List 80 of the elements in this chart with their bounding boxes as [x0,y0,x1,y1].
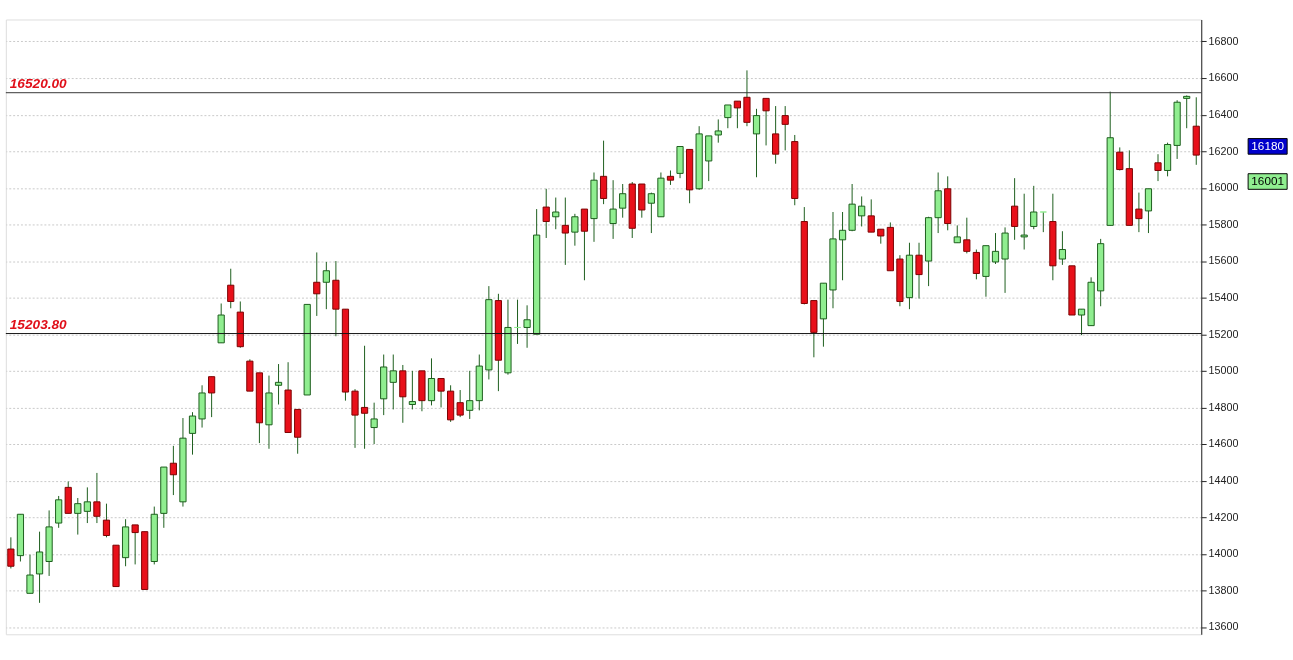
candlestick [724,104,732,129]
candlestick [437,378,445,408]
y-tick-label: 14800 [1208,400,1239,413]
y-tick-label: 15200 [1208,327,1239,340]
candlestick [1011,177,1019,241]
candlestick [523,304,531,349]
candlestick [915,242,923,300]
candlestick [408,370,416,410]
candlestick [93,472,101,524]
candlestick [571,213,579,247]
candlestick [1183,94,1191,129]
candlestick [1077,308,1086,336]
candlestick [370,402,378,445]
candlestick [313,251,321,317]
candlestick [1039,211,1047,233]
candlestick [714,118,722,144]
y-tick-label: 13800 [1208,583,1239,596]
y-tick-label: 16200 [1208,144,1239,157]
y-tick-label: 16800 [1208,34,1239,47]
y-tick-label: 15000 [1208,364,1239,377]
candlestick [733,100,741,129]
candlestick [619,183,627,219]
candlestick [1058,230,1067,266]
candlestick [169,445,177,496]
candlestick [867,198,875,233]
y-tick-label: 14600 [1208,437,1239,450]
y-tick-label: 16000 [1208,181,1239,194]
candlestick [322,261,330,310]
candlestick [858,195,866,227]
candlestick [838,211,847,281]
candlestick [972,249,980,280]
candlestick [55,495,63,529]
candlestick [188,411,197,456]
candlestick [647,192,655,234]
candlestick [466,370,474,420]
candlestick [227,268,235,309]
candlestick [963,217,971,254]
candlestick [389,354,397,410]
candlestick [351,388,359,449]
ref-line-label: 15203.80 [9,316,68,332]
candlestick [580,208,589,281]
candlestick [427,357,436,406]
candlestick [1020,193,1028,251]
candlestick [781,105,789,151]
y-tick-label: 14200 [1208,510,1239,523]
y-tick-label: 16600 [1208,71,1239,84]
candlestick [456,389,464,418]
text: 16180 [1251,139,1285,153]
y-tick-label: 15800 [1208,217,1239,230]
candlestick [1144,188,1153,234]
candlestick [7,536,15,569]
y-tick-label: 14000 [1208,547,1239,560]
y-tick-label: 16400 [1208,108,1239,121]
candlestick [609,179,617,240]
candlestick [102,503,111,538]
candlestick [274,363,283,405]
candlestick [35,531,44,604]
candlestick [1030,185,1038,230]
candlestick [991,232,1000,265]
y-tick-label: 14400 [1208,474,1239,487]
candlestick [208,376,216,418]
y-tick-label: 15400 [1208,291,1239,304]
candlestick [360,345,369,450]
candlestick [1135,192,1143,233]
candlestick [74,497,82,536]
candlestick [1154,153,1162,182]
text: 16001 [1251,174,1284,188]
candlestick [772,105,780,165]
y-tick-label: 15600 [1208,254,1239,267]
candlestick [762,97,770,146]
candlestick [131,524,139,565]
candlestick [599,140,608,205]
candlestick [83,486,91,524]
candlestick [752,108,761,178]
candlestick [26,554,34,594]
y-tick-label: 13600 [1208,620,1239,633]
candlestick [542,188,550,239]
candlestick [561,197,569,266]
ref-line-label: 16520.00 [9,75,68,91]
candlestick [552,197,560,230]
